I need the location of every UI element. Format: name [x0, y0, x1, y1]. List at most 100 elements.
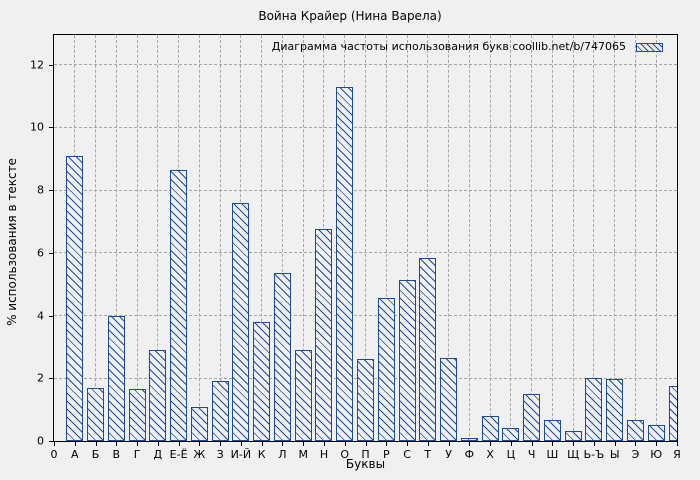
y-tick-label: 6	[37, 246, 44, 260]
vertical-gridline	[136, 35, 138, 441]
x-tick-label: Ь-Ъ	[583, 448, 605, 461]
y-tick-mark	[49, 315, 53, 317]
bar-Р	[377, 298, 395, 441]
y-tick-label: 8	[37, 183, 44, 197]
vertical-gridline	[468, 35, 470, 441]
bar-Л	[273, 273, 291, 441]
x-tick-label: П	[361, 448, 370, 461]
x-tick-label: Е-Ё	[169, 448, 188, 461]
bar-Н	[315, 229, 333, 441]
vertical-gridline	[365, 35, 366, 441]
bar-Э	[626, 420, 644, 441]
vertical-gridline	[198, 35, 200, 441]
y-tick-mark	[49, 64, 53, 66]
x-tick-mark	[178, 442, 180, 446]
vertical-gridline	[510, 35, 512, 441]
bar-Г	[128, 389, 146, 441]
vertical-gridline	[593, 35, 595, 441]
x-tick-mark	[656, 442, 658, 446]
horizontal-gridline	[54, 189, 677, 191]
x-tick-mark	[344, 442, 346, 446]
vertical-gridline	[655, 35, 657, 441]
vertical-gridline	[489, 35, 491, 441]
bar-Х	[481, 415, 499, 441]
legend-label: Диаграмма частоты использования букв coo…	[271, 40, 626, 53]
x-tick-mark	[407, 442, 409, 446]
y-tick-label: 12	[30, 58, 44, 72]
bar-Ш	[543, 419, 561, 441]
vertical-gridline	[448, 35, 450, 441]
bar-И-Й	[232, 202, 250, 441]
y-tick-label: 2	[37, 371, 44, 385]
x-tick-label: Г	[133, 448, 141, 461]
x-tick-mark	[95, 442, 97, 446]
bar-Б	[87, 387, 105, 441]
x-tick-label: Ф	[464, 448, 475, 461]
horizontal-gridline	[54, 64, 677, 66]
x-tick-mark	[427, 442, 429, 446]
x-tick-label: Д	[153, 448, 163, 461]
x-tick-label: Т	[424, 448, 432, 461]
horizontal-gridline	[54, 315, 677, 317]
bar-Т	[419, 257, 437, 441]
bar-Ю	[647, 425, 665, 441]
bar-Я	[668, 385, 677, 441]
x-tick-mark	[490, 442, 492, 446]
vertical-gridline	[302, 35, 304, 441]
x-tick-mark	[365, 442, 367, 446]
x-tick-mark	[531, 442, 533, 446]
bar-К	[253, 322, 271, 441]
x-tick-label: Ж	[193, 448, 206, 461]
x-tick-mark	[677, 442, 678, 446]
x-tick-label: О	[340, 448, 350, 461]
x-tick-mark	[137, 442, 139, 446]
y-tick-label: 0	[37, 434, 44, 448]
y-tick-label: 10	[30, 120, 44, 134]
chart-title: Война Крайер (Нина Варела)	[258, 9, 442, 23]
x-tick-mark	[199, 442, 201, 446]
plot-area: Диаграмма частоты использования букв coo…	[53, 34, 678, 442]
legend: Диаграмма частоты использования букв coo…	[272, 41, 663, 53]
x-tick-label: Н	[319, 448, 329, 461]
y-tick-mark	[49, 252, 53, 254]
x-tick-label: У	[445, 448, 452, 461]
x-tick-label: Б	[91, 448, 100, 461]
x-tick-label: З	[216, 448, 224, 461]
x-tick-mark	[116, 442, 118, 446]
x-tick-label: Ш	[546, 448, 559, 461]
x-tick-mark	[282, 442, 284, 446]
x-tick-label: Ц	[506, 448, 516, 461]
x-tick-mark	[303, 442, 305, 446]
x-tick-mark	[614, 442, 616, 446]
x-tick-label: Я	[673, 448, 681, 461]
vertical-gridline	[219, 35, 221, 441]
x-tick-label: М	[298, 448, 308, 461]
x-tick-label: Ы	[609, 448, 620, 461]
x-tick-mark	[240, 442, 242, 446]
x-tick-label: Ю	[650, 448, 663, 461]
bar-С	[398, 280, 416, 441]
y-tick-label: 4	[37, 309, 44, 323]
x-tick-mark	[261, 442, 263, 446]
vertical-gridline	[157, 35, 159, 441]
x-tick-mark	[386, 442, 388, 446]
vertical-gridline	[281, 35, 283, 441]
x-tick-label: 0	[50, 448, 58, 461]
y-tick-mark	[49, 378, 53, 380]
vertical-gridline	[406, 35, 408, 441]
x-tick-mark	[573, 442, 575, 446]
x-tick-label: И-Й	[230, 448, 252, 461]
bar-Ы	[606, 378, 624, 441]
x-tick-label: А	[71, 448, 79, 461]
bar-Д	[149, 350, 167, 441]
vertical-gridline	[551, 35, 553, 441]
x-tick-mark	[469, 442, 471, 446]
bar-О	[336, 87, 354, 441]
vertical-gridline	[614, 35, 616, 441]
vertical-gridline	[572, 35, 574, 441]
x-tick-label: К	[257, 448, 266, 461]
bar-Ц	[502, 427, 520, 441]
bar-Ь-Ъ	[585, 378, 603, 441]
horizontal-gridline	[54, 252, 677, 254]
